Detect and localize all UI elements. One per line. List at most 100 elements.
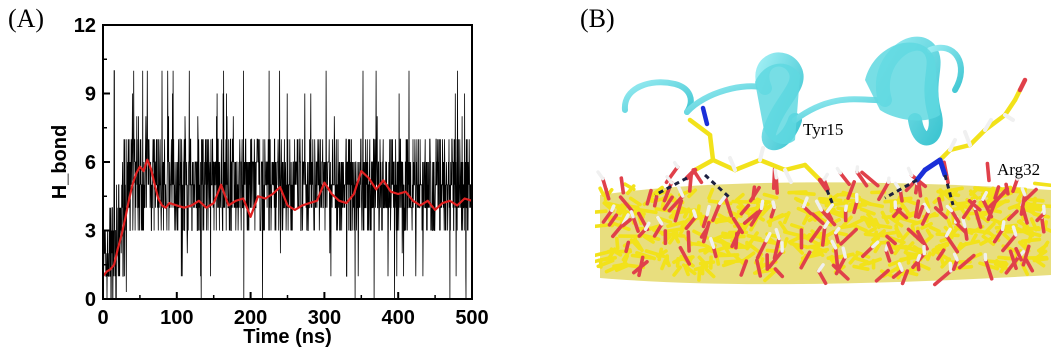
hydrogen-bond-stick xyxy=(665,174,674,185)
oxygen-bond xyxy=(601,176,611,201)
oxygen-bond xyxy=(652,222,664,238)
x-tick-label: 500 xyxy=(455,307,488,329)
oxygen-bond xyxy=(1014,246,1024,262)
carbon-bond xyxy=(740,251,756,264)
carbon-bond xyxy=(747,242,762,255)
carbon-bond xyxy=(925,228,933,239)
raw-series-line xyxy=(102,70,473,300)
hydrogen-bond-stick xyxy=(841,246,848,259)
hydrogen-bond-stick xyxy=(1015,170,1022,181)
oxygen-bond xyxy=(936,248,946,261)
hydrogen-bond-stick xyxy=(822,218,831,230)
arg32-hydrogen xyxy=(963,130,972,147)
oxygen-bond xyxy=(652,195,659,208)
oxygen-bond xyxy=(755,239,768,260)
arg32-stick xyxy=(1002,97,1018,118)
ribbon-segment xyxy=(621,79,694,115)
oxygen-bond xyxy=(773,267,785,279)
oxygen-bond xyxy=(1039,215,1046,234)
oxygen-bond xyxy=(749,206,764,227)
hydrogen-bond-stick xyxy=(1042,204,1046,216)
oxygen-bond xyxy=(601,208,614,224)
hydrogen-bond-stick xyxy=(1011,225,1018,237)
oxygen-bond xyxy=(734,231,739,250)
carbon-bond xyxy=(1035,249,1048,259)
carbon-bond xyxy=(688,208,694,220)
carbon-bond xyxy=(859,207,876,216)
carbon-bond xyxy=(860,200,885,209)
y-tick-label: 3 xyxy=(85,221,96,243)
arg32-oxygen xyxy=(1017,77,1028,93)
carbon-bond xyxy=(970,233,978,243)
carbon-bond xyxy=(734,192,745,202)
carbon-bond xyxy=(925,251,932,262)
hydrogen-bond-dash xyxy=(884,178,918,200)
hydrogen-bond-dash xyxy=(654,176,688,197)
carbon-bond xyxy=(1007,201,1025,211)
hydrogen-bond-stick xyxy=(944,227,952,238)
arg32-hydrogen xyxy=(1003,113,1015,122)
oxygen-bond xyxy=(891,268,904,279)
carbon-bond xyxy=(985,259,1008,265)
oxygen-bond xyxy=(1024,258,1035,273)
carbon-bond xyxy=(1032,196,1037,209)
oxygen-bond xyxy=(961,199,977,220)
carbon-bond xyxy=(1043,220,1049,231)
oxygen-bond xyxy=(932,269,953,287)
hydrogen-bond-stick xyxy=(981,190,988,202)
hydrogen-bond-stick xyxy=(705,204,711,217)
hydrogen-bond-stick xyxy=(709,237,716,250)
oxygen-bond xyxy=(755,258,763,278)
hydrogen-bond-stick xyxy=(945,204,954,213)
carbon-bond xyxy=(895,211,902,223)
carbon-bond xyxy=(707,187,715,200)
ribbon-segment xyxy=(792,96,888,123)
tyr15-stick xyxy=(757,157,788,173)
oxygen-bond xyxy=(820,225,827,247)
carbon-bond xyxy=(859,260,874,267)
carbon-bond xyxy=(604,262,624,274)
carbon-bond xyxy=(625,184,636,195)
tyr15-oxygen xyxy=(817,177,830,193)
oxygen-bond xyxy=(983,257,994,281)
carbon-bond xyxy=(848,253,859,265)
hydrogen-bond-stick xyxy=(672,160,680,169)
carbon-bond xyxy=(687,188,698,199)
carbon-bond xyxy=(783,230,804,238)
carbon-bond xyxy=(769,212,789,223)
carbon-bond xyxy=(825,193,840,205)
carbon-bond xyxy=(751,237,776,245)
tyr15-stick xyxy=(692,157,716,173)
carbon-bond xyxy=(1032,181,1051,188)
oxygen-bond xyxy=(699,226,709,239)
carbon-bond xyxy=(671,229,681,244)
carbon-bond xyxy=(643,235,655,244)
carbon-bond xyxy=(992,199,1008,210)
hydrogen-bond-stick xyxy=(643,221,651,232)
oxygen-bond xyxy=(884,248,892,263)
alpha-helix xyxy=(755,63,800,145)
carbon-bond xyxy=(655,249,668,258)
carbon-bond xyxy=(650,185,664,197)
y-tick-label: 9 xyxy=(85,84,96,106)
hydrogen-bond-stick xyxy=(855,165,860,174)
carbon-bond xyxy=(838,223,857,230)
oxygen-bond xyxy=(980,197,994,219)
carbon-bond xyxy=(997,213,1013,226)
carbon-bond xyxy=(829,210,848,220)
average-series-line xyxy=(102,158,473,277)
x-axis: 0 100 200 300 400 500 xyxy=(97,292,489,329)
hydrogen-bond-stick xyxy=(906,166,914,178)
carbon-bond xyxy=(897,245,922,252)
oxygen-bond xyxy=(767,249,784,269)
carbon-bond xyxy=(672,265,682,277)
carbon-bond xyxy=(595,209,608,214)
oxygen-bond xyxy=(810,212,825,226)
carbon-bond xyxy=(999,262,1009,274)
carbon-bond xyxy=(1038,240,1050,255)
oxygen-bond xyxy=(953,220,968,235)
x-tick-label: 100 xyxy=(160,307,193,329)
oxygen-bond xyxy=(855,170,869,188)
hbond-chart: 0 100 200 300 400 500 0 3 6 9 12 Time (ns) H_bond xyxy=(49,15,489,348)
hydrogen-bond-stick xyxy=(833,226,841,235)
